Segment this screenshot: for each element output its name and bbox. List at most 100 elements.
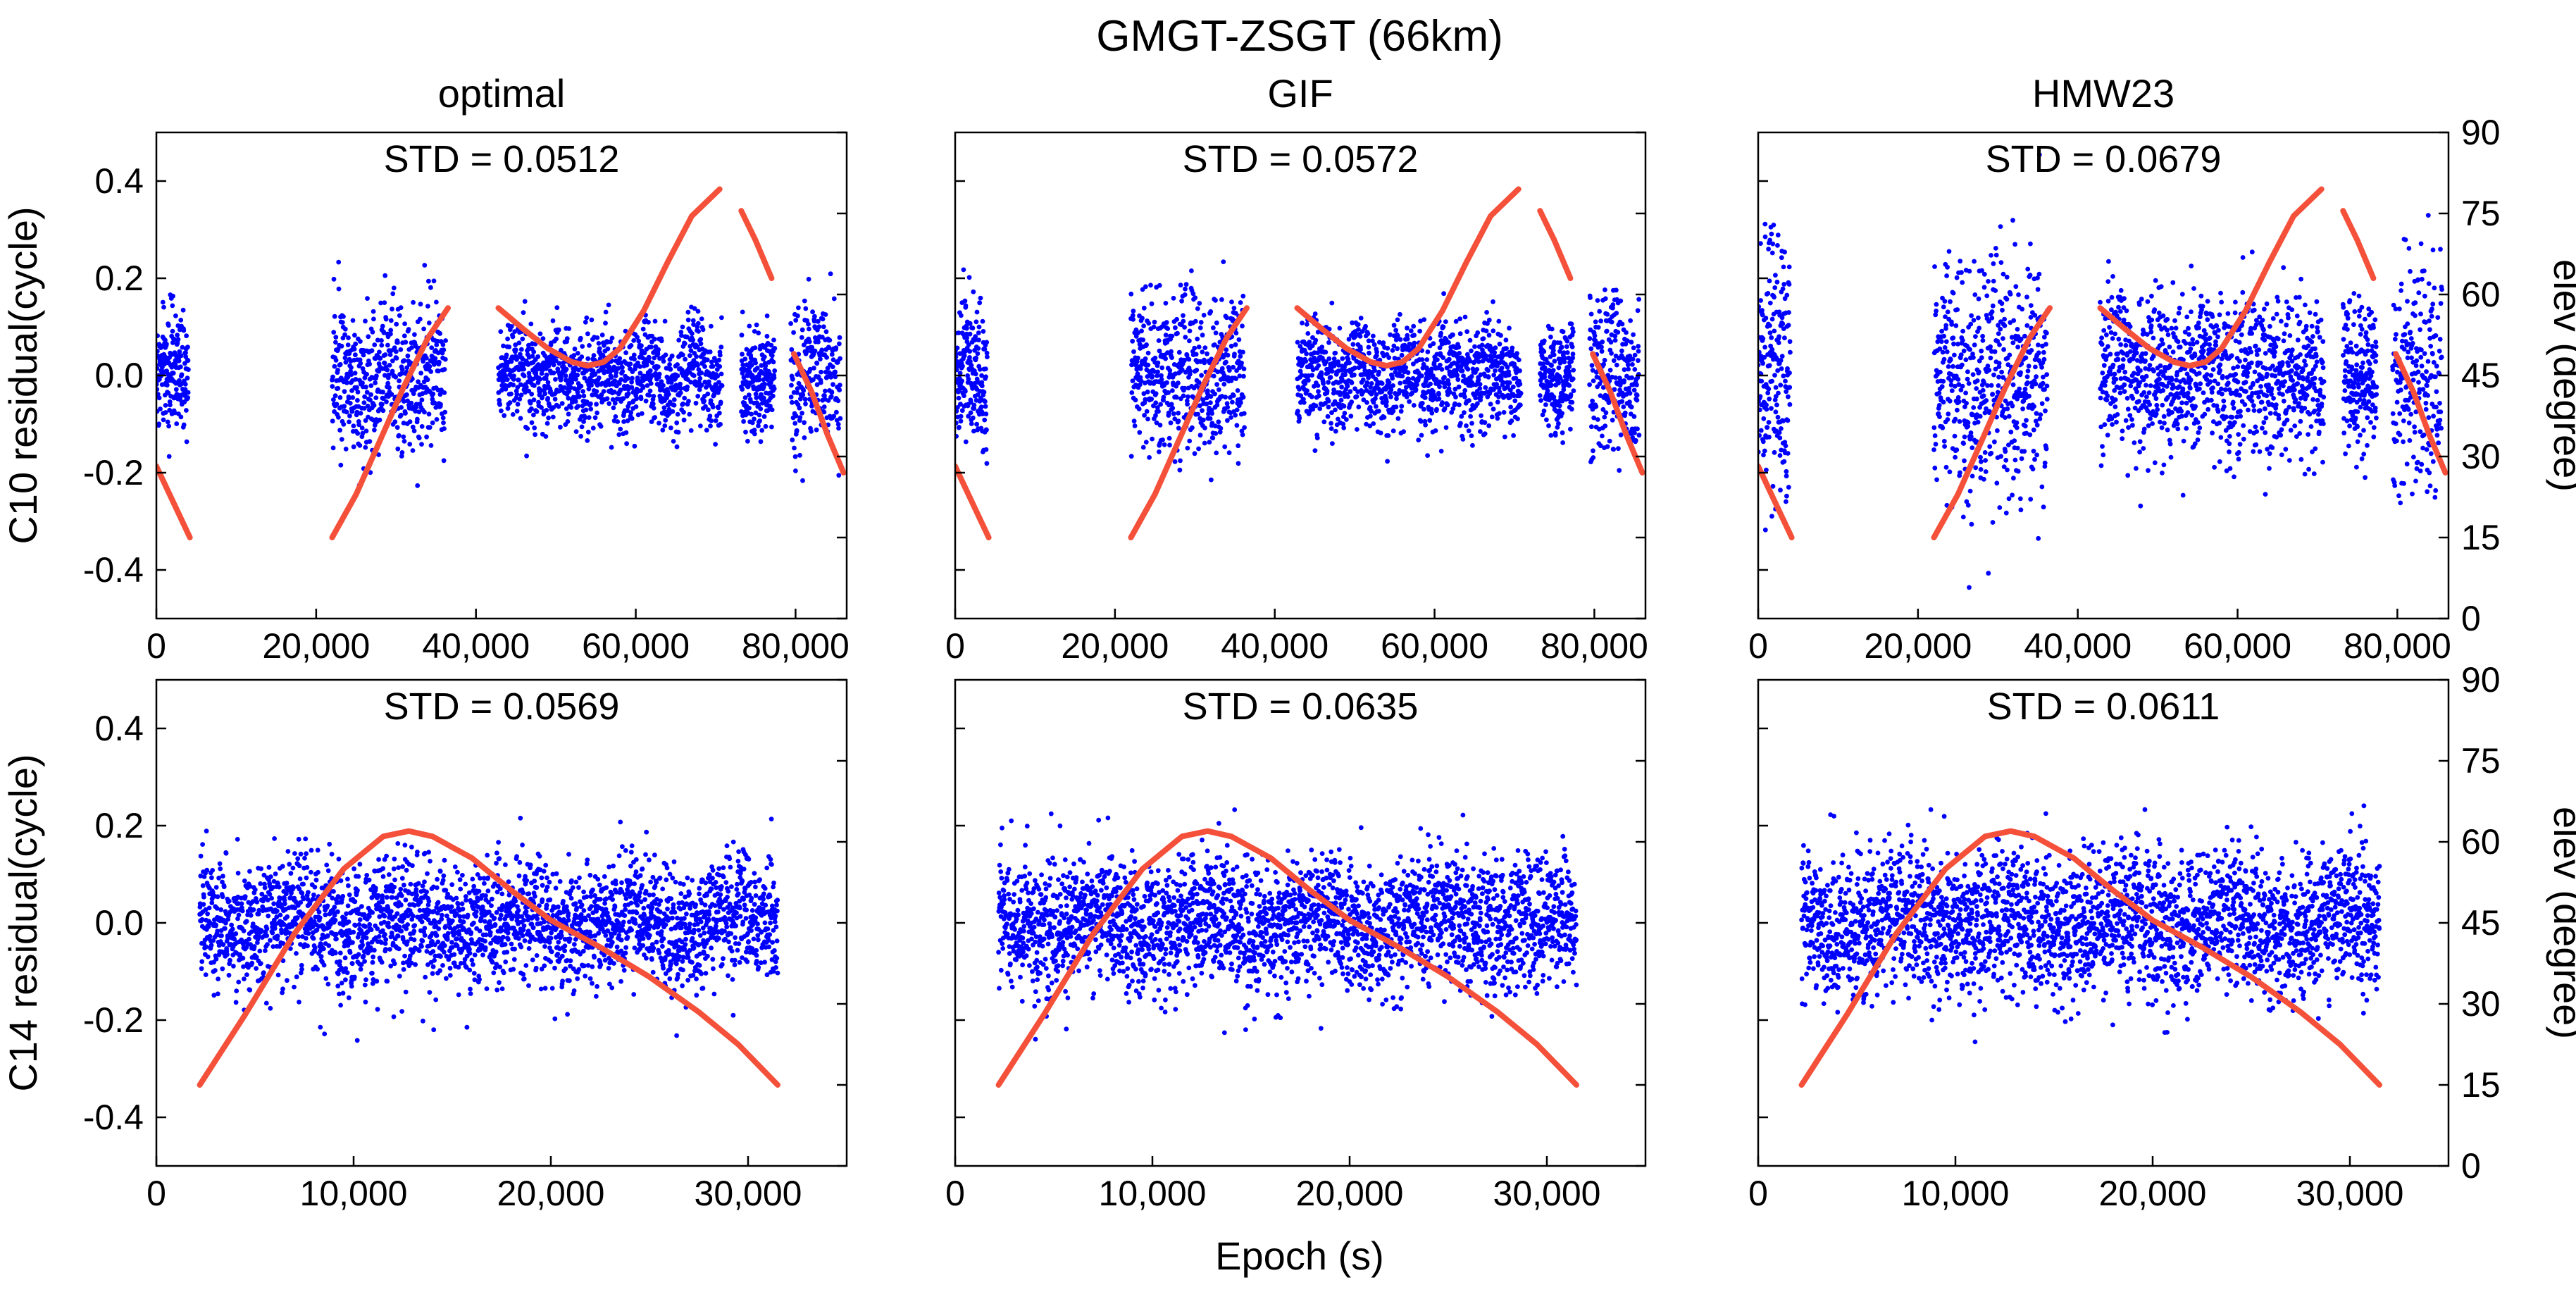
residual-point [1964, 499, 1970, 504]
residual-point [1401, 429, 1406, 435]
std-label: STD = 0.0512 [384, 138, 620, 180]
residual-point [1591, 415, 1597, 421]
residual-point [1486, 368, 1491, 373]
residual-point [551, 362, 556, 368]
residual-point [1128, 454, 1134, 459]
residual-point [1941, 378, 1946, 384]
x-axis: 0 20,000 40,000 60,000 80,000 [945, 609, 1648, 666]
residual-point [752, 345, 758, 351]
residual-point [403, 340, 409, 345]
residual-point [1990, 303, 1996, 309]
residual-point [425, 377, 430, 383]
residual-point [1138, 375, 1143, 380]
residual-point [1632, 367, 1638, 372]
residual-point [1350, 320, 1355, 325]
residual-point [394, 321, 399, 327]
residual-point [630, 375, 635, 381]
residual-point [1932, 465, 1938, 471]
residual-segment [156, 292, 191, 459]
residual-point [1179, 367, 1185, 372]
residual-point [1763, 316, 1769, 321]
residual-point [956, 330, 962, 335]
residual-point [429, 345, 435, 350]
residual-point [1461, 373, 1466, 378]
residual-point [1161, 395, 1166, 400]
residual-point [955, 405, 960, 410]
residual-point [616, 432, 622, 437]
residual-point [1427, 418, 1433, 423]
residual-point [411, 428, 417, 434]
residual-point [976, 324, 982, 330]
residual-point [1236, 461, 1241, 466]
residual-point [1131, 418, 1137, 424]
residual-point [1556, 380, 1562, 386]
residual-point [623, 350, 628, 356]
residual-point [1329, 421, 1333, 426]
residual-point [1541, 349, 1547, 354]
residual-point [1604, 328, 1610, 334]
residual-point [957, 425, 962, 430]
residual-point [632, 443, 637, 449]
residual-point [1431, 341, 1436, 347]
residual-point [1388, 332, 1393, 337]
residual-point [1786, 394, 1791, 399]
residual-point [1947, 469, 1953, 475]
residual-point [385, 380, 391, 386]
residual-point [385, 342, 390, 348]
residual-point [1176, 426, 1181, 431]
residual-point [1157, 282, 1162, 288]
residual-point [418, 316, 423, 322]
residual-point [1765, 390, 1771, 396]
residual-point [1979, 459, 1984, 464]
residual-point [1460, 437, 1466, 442]
residual-point [1769, 406, 1774, 411]
residual-point [370, 330, 375, 335]
residual-point [1495, 363, 1500, 368]
residual-point [1549, 326, 1555, 332]
residual-point [1779, 366, 1784, 371]
residual-point [1958, 387, 1964, 392]
residual-point [1944, 273, 1950, 278]
residual-point [506, 344, 512, 349]
residual-point [419, 397, 425, 403]
residual-point [668, 426, 673, 430]
residual-point [1955, 395, 1961, 400]
residual-point [1544, 417, 1549, 423]
residual-point [573, 399, 578, 404]
residual-point [653, 371, 658, 376]
residual-point [1989, 309, 1995, 314]
residual-point [419, 424, 425, 429]
residual-point [823, 312, 828, 317]
residual-point [1981, 285, 1987, 290]
residual-point [1551, 348, 1556, 353]
residual-point [1592, 333, 1598, 338]
residual-point [1987, 409, 1992, 414]
residual-point [351, 347, 357, 352]
residual-point [1504, 346, 1509, 351]
residual-point [613, 414, 618, 419]
residual-point [771, 359, 776, 365]
residual-point [172, 410, 178, 416]
residual-point [185, 390, 191, 395]
residual-point [1997, 505, 2003, 510]
residual-point [1627, 390, 1633, 396]
residual-point [1437, 345, 1443, 351]
residual-point [739, 333, 745, 338]
residual-point [981, 329, 986, 334]
residual-point [609, 335, 615, 341]
residual-point [971, 289, 976, 294]
residual-point [1439, 367, 1445, 372]
residual-point [1772, 449, 1777, 455]
residual-point [615, 419, 621, 424]
residual-point [1154, 420, 1159, 426]
residual-point [559, 401, 565, 406]
residual-point [1438, 449, 1444, 454]
residual-point [1945, 309, 1950, 315]
residual-point [642, 350, 647, 356]
residual-point [563, 373, 568, 378]
residual-point [966, 342, 971, 347]
residual-point [1618, 432, 1624, 437]
residual-scatter [156, 259, 843, 488]
residual-point [404, 392, 409, 397]
residual-point [1364, 380, 1370, 385]
